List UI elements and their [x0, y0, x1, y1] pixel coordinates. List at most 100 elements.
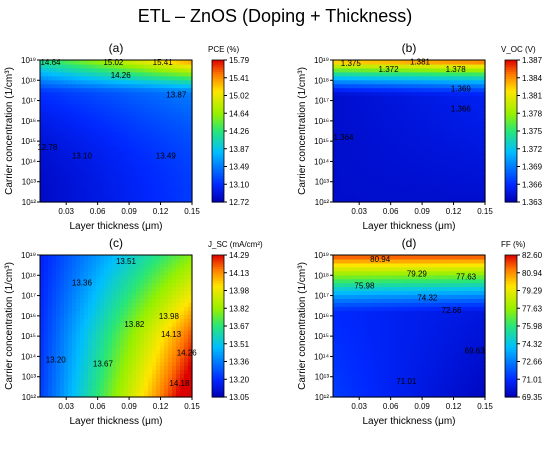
heatmap-cell [156, 138, 161, 144]
heatmap-cell [385, 158, 390, 164]
heatmap-cell [136, 393, 141, 398]
heatmap-cell [425, 138, 430, 144]
heatmap-cell [389, 182, 394, 187]
heatmap-cell [385, 286, 390, 292]
heatmap-cell [96, 345, 101, 351]
heatmap-cell [361, 79, 366, 85]
contour-label: 13.10 [72, 151, 93, 160]
heatmap-cell [56, 91, 61, 97]
heatmap-cell [88, 357, 93, 363]
heatmap-cell [100, 270, 105, 276]
heatmap-cell [108, 298, 113, 303]
heatmap-cell [108, 91, 113, 97]
heatmap-cell [88, 111, 93, 116]
heatmap-cell [164, 286, 169, 292]
heatmap-cell [473, 154, 478, 160]
heatmap-cell [176, 329, 181, 335]
heatmap-cell [132, 345, 137, 351]
heatmap-cell [369, 194, 374, 199]
heatmap-cell [349, 170, 354, 175]
heatmap-cell [80, 127, 85, 132]
heatmap-cell [377, 71, 382, 77]
heatmap-cell [349, 146, 354, 152]
heatmap-cell [373, 345, 378, 351]
heatmap-cell [116, 150, 121, 156]
heatmap-cell [92, 326, 97, 331]
heatmap-cell [353, 119, 358, 124]
heatmap-cell [164, 174, 169, 179]
heatmap-cell [40, 389, 45, 394]
heatmap-cell [345, 286, 350, 292]
heatmap-cell [148, 111, 153, 116]
heatmap-cell [184, 142, 189, 148]
heatmap-cell [136, 353, 141, 359]
heatmap-cell [413, 63, 418, 69]
heatmap-cell [72, 385, 77, 390]
heatmap-cell [168, 262, 173, 268]
heatmap-cell [116, 333, 121, 339]
heatmap-cell [188, 115, 193, 120]
heatmap-cell [393, 79, 398, 85]
heatmap-cell [124, 389, 129, 394]
colorbar-tick-label: 15.79 [229, 56, 250, 65]
heatmap-cell [76, 60, 81, 65]
heatmap-cell [461, 67, 466, 73]
heatmap-cell [365, 154, 370, 160]
heatmap-cell [132, 381, 137, 386]
heatmap-cell [132, 111, 137, 116]
heatmap-cell [397, 79, 402, 85]
heatmap-cell [341, 286, 346, 292]
heatmap-cell [60, 146, 65, 152]
heatmap-cell [56, 83, 61, 89]
heatmap-cell [188, 67, 193, 73]
x-tick-label: 0.15 [184, 207, 200, 216]
heatmap-cell [104, 255, 109, 260]
heatmap-cell [361, 282, 366, 288]
heatmap-cell [72, 150, 77, 156]
heatmap-cell [381, 329, 386, 335]
heatmap-cell [373, 87, 378, 93]
heatmap-cell [337, 255, 342, 260]
heatmap-cell [52, 274, 57, 280]
heatmap-cell [381, 60, 386, 65]
heatmap-cell [184, 329, 189, 335]
heatmap-cell [168, 345, 173, 351]
heatmap-cell [349, 127, 354, 132]
heatmap-cell [425, 142, 430, 148]
heatmap-cell [72, 377, 77, 382]
heatmap-cell [60, 286, 65, 292]
heatmap-cell [453, 123, 458, 128]
heatmap-cell [385, 389, 390, 394]
colorbar-segment [212, 288, 224, 292]
heatmap-cell [100, 194, 105, 199]
heatmap-cell [357, 63, 362, 69]
heatmap-cell [405, 150, 410, 156]
heatmap-cell [124, 286, 129, 292]
heatmap-cell [345, 361, 350, 367]
heatmap-cell [132, 115, 137, 120]
heatmap-cell [172, 314, 177, 319]
heatmap-cell [72, 318, 77, 323]
heatmap-cell [429, 79, 434, 85]
heatmap-cell [184, 385, 189, 390]
heatmap-cell [128, 361, 133, 367]
heatmap-cell [180, 182, 185, 187]
heatmap-cell [413, 142, 418, 148]
heatmap-cell [409, 182, 414, 187]
heatmap-cell [349, 314, 354, 319]
heatmap-cell [48, 274, 53, 280]
heatmap-cell [112, 381, 117, 386]
heatmap-cell [469, 127, 474, 132]
heatmap-cell [437, 166, 442, 172]
heatmap-cell [437, 111, 442, 116]
heatmap-cell [172, 95, 177, 101]
heatmap-cell [76, 262, 81, 268]
heatmap-cell [377, 178, 382, 183]
heatmap-cell [92, 115, 97, 120]
heatmap-cell [337, 361, 342, 367]
y-tick-label: 10¹⁵ [21, 137, 36, 146]
heatmap-cell [68, 178, 73, 183]
heatmap-cell [120, 270, 125, 276]
colorbar [212, 255, 224, 398]
heatmap-cell [433, 170, 438, 175]
